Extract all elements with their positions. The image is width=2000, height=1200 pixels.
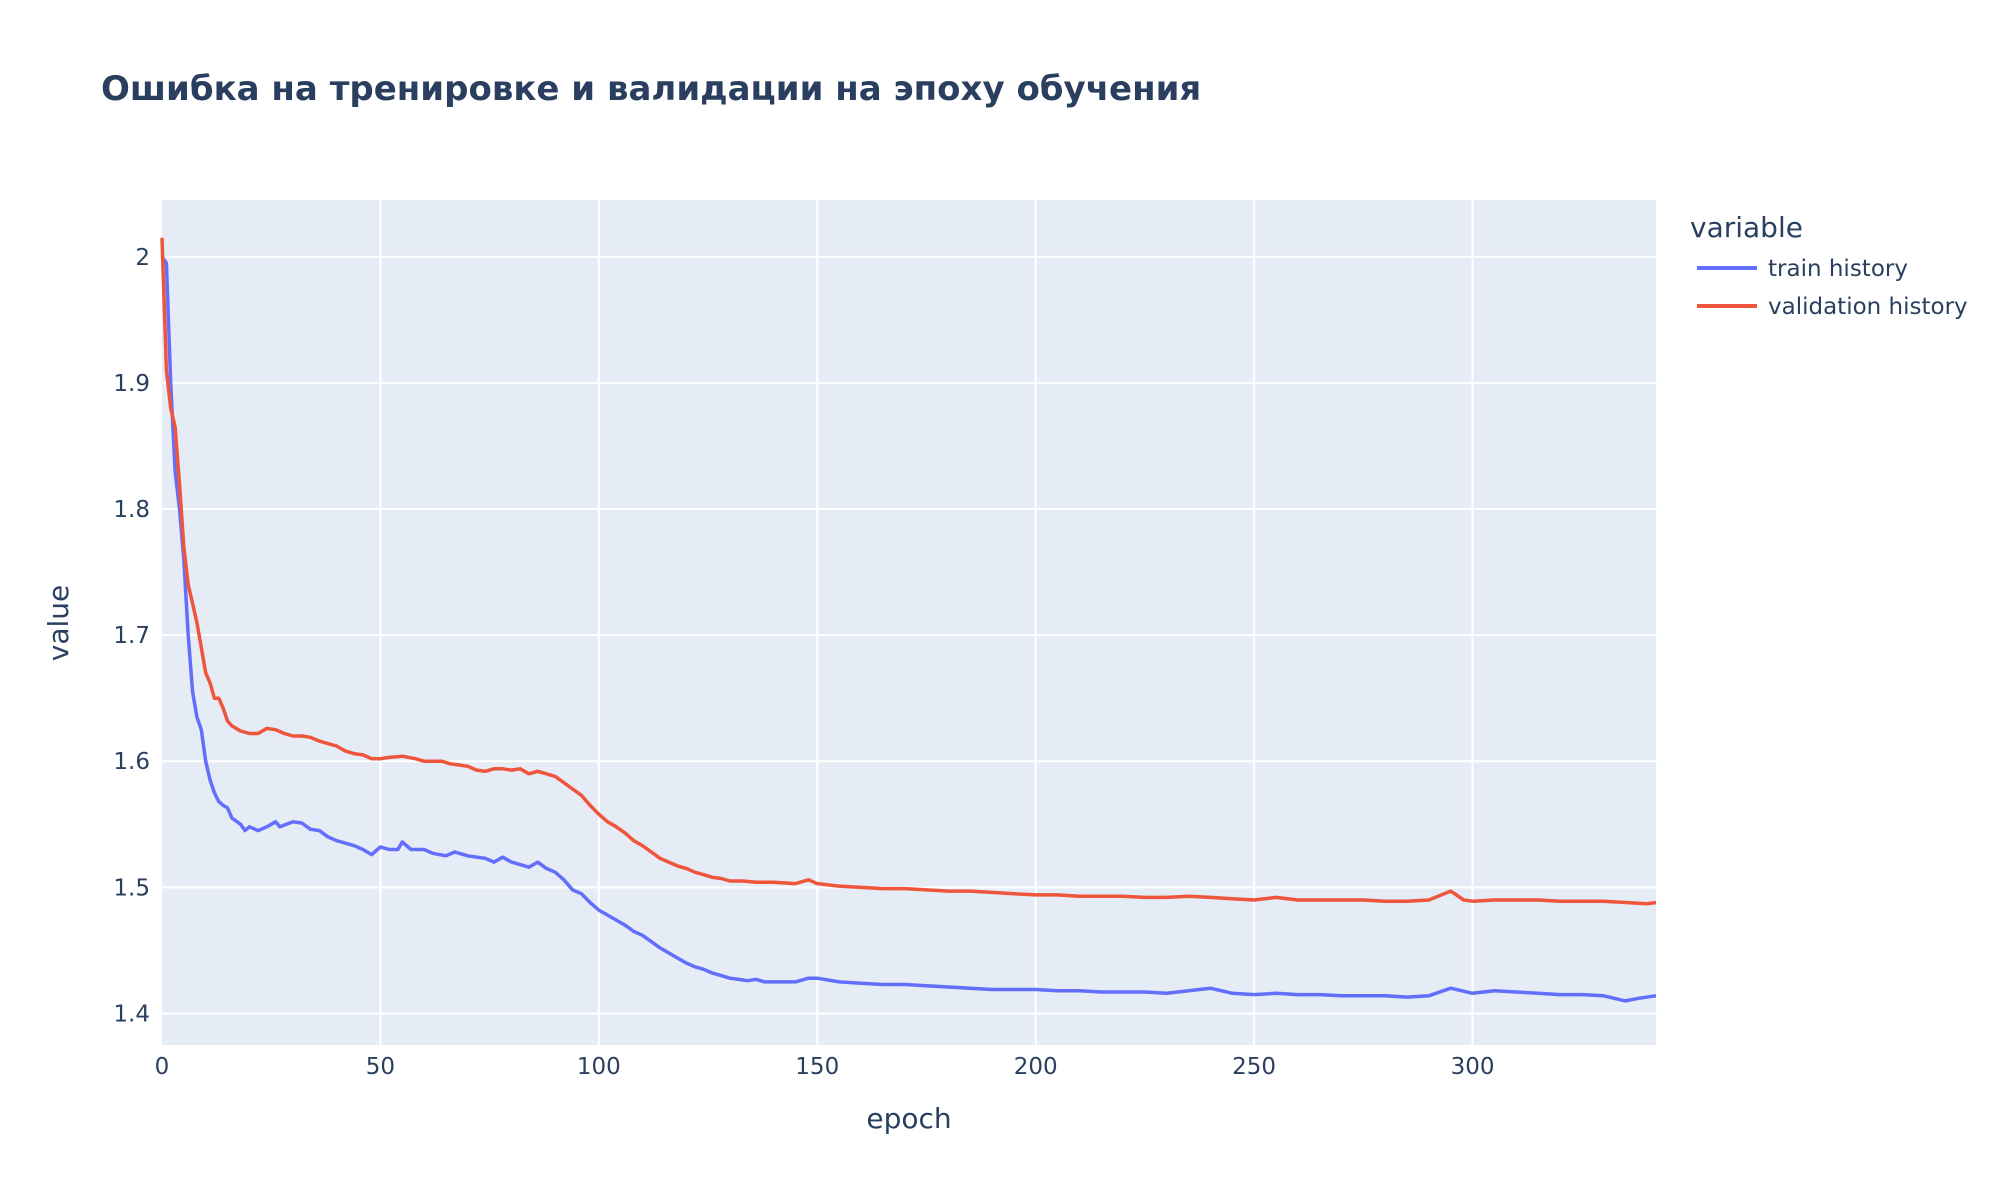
- legend-item[interactable]: validation history: [1697, 294, 1968, 320]
- plot-area: [162, 200, 1656, 1045]
- legend-item[interactable]: train history: [1697, 256, 1908, 282]
- legend[interactable]: train history validation history: [1697, 256, 1968, 320]
- x-tick-label: 150: [795, 1054, 839, 1080]
- y-tick-label: 1.9: [113, 371, 150, 397]
- chart-title: Ошибка на тренировке и валидации на эпох…: [101, 69, 1201, 109]
- legend-label: validation history: [1768, 294, 1968, 320]
- x-tick-label: 50: [366, 1054, 395, 1080]
- y-tick-label: 1.5: [113, 875, 150, 901]
- legend-title: variable: [1690, 211, 1803, 244]
- x-tick-label: 200: [1014, 1054, 1058, 1080]
- y-tick-label: 1.7: [113, 623, 150, 649]
- y-tick-label: 1.4: [113, 1001, 150, 1027]
- x-tick-label: 0: [155, 1054, 170, 1080]
- series-line-train: [160, 255, 1657, 1003]
- x-tick-label: 300: [1451, 1054, 1495, 1080]
- y-tick-label: 1.6: [113, 749, 150, 775]
- series-lines: [160, 237, 1657, 1003]
- x-tick-label: 250: [1232, 1054, 1276, 1080]
- y-tick-label: 2: [135, 245, 150, 271]
- y-tick-label: 1.8: [113, 497, 150, 523]
- x-axis-title: epoch: [866, 1102, 951, 1135]
- y-axis-title: value: [42, 585, 75, 661]
- x-tick-label: 100: [577, 1054, 621, 1080]
- x-axis-ticks: 0 50 100 150 200 250 300: [155, 1054, 1495, 1080]
- series-line-validation: [160, 237, 1657, 906]
- y-axis-ticks: 1.4 1.5 1.6 1.7 1.8 1.9 2: [113, 245, 150, 1028]
- grid-lines: [162, 200, 1656, 1045]
- legend-label: train history: [1768, 256, 1908, 282]
